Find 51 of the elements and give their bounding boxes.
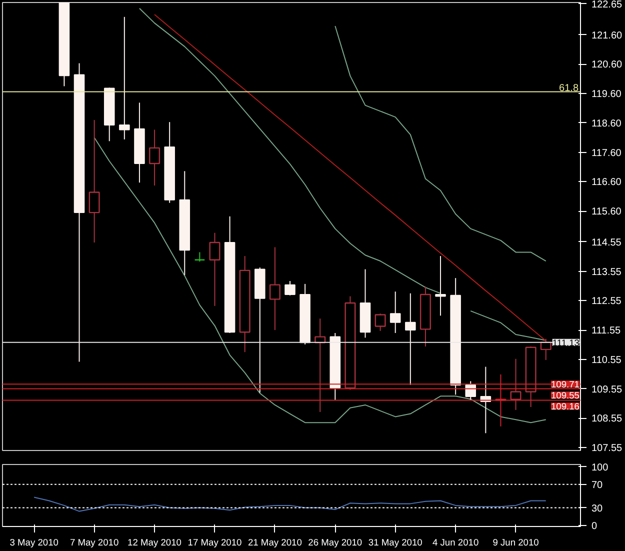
line-series [94, 137, 546, 424]
y-tick-label: 100 [592, 462, 609, 474]
x-tick-label: 3 May 2010 [10, 538, 58, 548]
x-tick-label: 7 May 2010 [70, 538, 119, 548]
y-tick-label: 118.60 [592, 118, 622, 130]
y-tick-label: 110.55 [592, 354, 622, 366]
candlestick [149, 129, 160, 186]
candlestick [435, 256, 446, 316]
x-tick-label: 4 Jun 2010 [432, 538, 479, 548]
candlestick [374, 313, 386, 332]
y-tick-label: 122.65 [592, 0, 623, 10]
candlestick [405, 292, 416, 386]
y-tick-label: 117.60 [592, 148, 622, 159]
y-tick-label: 112.55 [592, 296, 622, 308]
y-tick-label: 30 [592, 503, 604, 514]
candlestick [510, 358, 522, 410]
candlestick [119, 16, 130, 140]
y-tick-label: 70 [592, 480, 604, 491]
candlestick [390, 291, 401, 334]
candlestick [269, 246, 280, 331]
y-tick-label: 109.55 [592, 384, 623, 396]
y-tick-label: 111.55 [592, 326, 622, 337]
candlestick [465, 380, 476, 401]
y-tick-label: 121.60 [592, 30, 623, 42]
y-tick-label: 120.60 [592, 60, 623, 71]
y-tick-label: 108.55 [592, 414, 623, 425]
ref-line-label: 109.71 [550, 380, 580, 390]
x-tick-label: 9 Jun 2010 [492, 538, 539, 548]
candlestick [209, 232, 220, 306]
x-tick-label: 26 May 2010 [308, 538, 362, 548]
ref-line-label: 109.16 [550, 402, 580, 412]
x-tick-label: 17 May 2010 [188, 538, 242, 548]
candlestick [88, 120, 100, 244]
x-tick-label: 12 May 2010 [128, 538, 182, 548]
annotation: 61.8 [559, 82, 579, 94]
y-tick-label: 115.60 [592, 206, 622, 218]
y-tick-label: 0 [592, 520, 598, 532]
x-tick-label: 21 May 2010 [248, 538, 302, 548]
candlestick [194, 252, 206, 262]
candlestick [284, 280, 296, 296]
y-tick-label: 107.55 [592, 443, 623, 454]
y-tick-label: 116.60 [592, 177, 622, 188]
ref-line-label: 109.55 [550, 390, 580, 401]
y-tick-label: 113.55 [592, 266, 622, 278]
candlestick [314, 318, 326, 413]
y-tick-label: 119.60 [592, 89, 622, 100]
y-tick-label: 114.55 [592, 237, 622, 248]
x-tick-label: 31 May 2010 [368, 538, 422, 548]
ref-line-label: 111.13 [552, 338, 580, 348]
line-series [34, 496, 546, 512]
line-series [334, 26, 546, 262]
